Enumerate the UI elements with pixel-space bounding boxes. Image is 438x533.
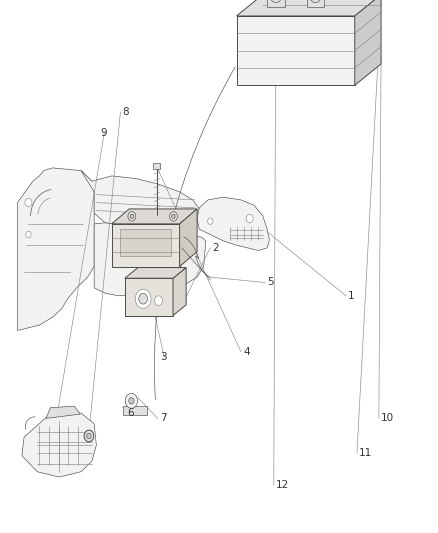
Text: 8: 8: [123, 107, 129, 117]
Polygon shape: [237, 0, 381, 16]
Text: 5: 5: [267, 278, 274, 287]
Circle shape: [155, 296, 162, 305]
Circle shape: [25, 198, 32, 207]
Circle shape: [129, 398, 134, 404]
Polygon shape: [112, 209, 197, 224]
Text: 2: 2: [212, 243, 219, 253]
Text: 11: 11: [359, 448, 372, 458]
Circle shape: [135, 289, 151, 308]
Text: 6: 6: [127, 408, 134, 418]
Circle shape: [246, 214, 253, 223]
Circle shape: [139, 293, 148, 304]
Circle shape: [87, 433, 91, 439]
Circle shape: [128, 212, 136, 221]
Text: 4: 4: [243, 347, 250, 357]
Polygon shape: [128, 403, 135, 405]
Polygon shape: [125, 268, 186, 278]
Circle shape: [270, 0, 282, 3]
Polygon shape: [123, 406, 147, 415]
Polygon shape: [120, 229, 171, 256]
Polygon shape: [22, 413, 96, 477]
Polygon shape: [18, 168, 94, 330]
Polygon shape: [180, 209, 197, 266]
Polygon shape: [81, 171, 199, 230]
Text: 10: 10: [381, 414, 394, 423]
Circle shape: [125, 393, 138, 408]
Polygon shape: [237, 16, 355, 85]
Circle shape: [26, 231, 31, 238]
Circle shape: [208, 218, 213, 224]
Text: 12: 12: [276, 480, 289, 490]
Text: 1: 1: [348, 291, 355, 301]
Circle shape: [172, 214, 175, 219]
Text: 9: 9: [101, 128, 107, 138]
Circle shape: [130, 214, 134, 219]
Polygon shape: [46, 406, 80, 418]
Circle shape: [170, 212, 177, 221]
Polygon shape: [94, 223, 206, 296]
Circle shape: [84, 430, 94, 442]
Polygon shape: [173, 268, 186, 316]
Polygon shape: [153, 163, 160, 169]
Polygon shape: [307, 0, 324, 7]
Polygon shape: [125, 278, 173, 316]
Text: 7: 7: [160, 414, 166, 423]
Polygon shape: [197, 197, 269, 251]
Polygon shape: [112, 224, 180, 266]
Polygon shape: [355, 0, 381, 85]
Text: 3: 3: [160, 352, 166, 362]
Polygon shape: [267, 0, 285, 7]
Circle shape: [310, 0, 321, 3]
